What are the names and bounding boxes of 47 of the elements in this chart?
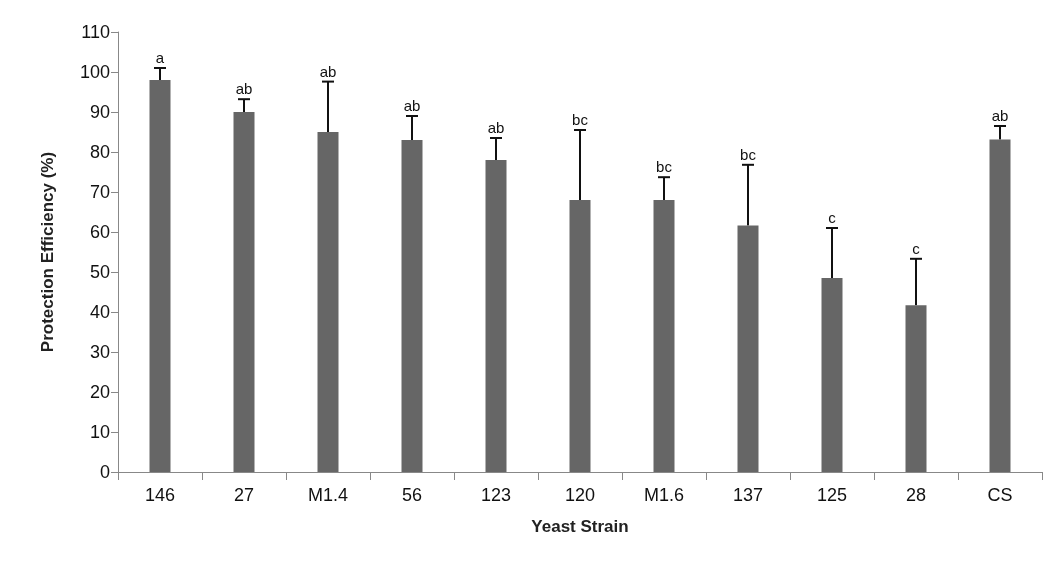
- x-tick-label: 125: [816, 485, 848, 505]
- annotation: ab: [235, 80, 253, 98]
- x-tick-label: CS: [987, 485, 1013, 505]
- y-tick-label: 40: [89, 302, 110, 322]
- annotation: a: [155, 49, 165, 66]
- y-tick-label: 80: [89, 142, 110, 162]
- x-tick-label: 123: [480, 485, 512, 505]
- bar: [737, 225, 759, 472]
- y-tick-label: 10: [89, 422, 110, 442]
- bar: [401, 140, 423, 472]
- annotation: bc: [740, 145, 757, 163]
- y-tick-label: 90: [89, 102, 110, 122]
- annotation: ab: [991, 107, 1009, 124]
- bar: [485, 160, 507, 472]
- y-tick-label: 110: [81, 22, 110, 42]
- bar: [653, 200, 675, 472]
- y-tick-label: 50: [89, 262, 110, 282]
- bar: [821, 278, 843, 472]
- y-tick-label: 60: [89, 222, 110, 242]
- y-axis-title: Protection Efficiency (%): [38, 151, 57, 353]
- x-tick-label: 27: [233, 485, 255, 505]
- y-tick-label: 30: [89, 342, 110, 362]
- x-tick-label: 56: [401, 485, 423, 505]
- x-tick-label: 120: [564, 485, 596, 505]
- annotation: ab: [403, 97, 421, 114]
- bar: [233, 112, 255, 472]
- annotation: bc: [656, 158, 673, 176]
- annotation: bc: [572, 111, 589, 128]
- x-axis-title: Yeast Strain: [531, 517, 629, 536]
- x-tick-label: 146: [144, 485, 176, 505]
- y-tick-label: 70: [89, 182, 110, 202]
- bar: [989, 139, 1011, 472]
- bar: [569, 200, 591, 472]
- annotation: ab: [487, 119, 505, 136]
- x-tick-label: 28: [905, 485, 927, 505]
- x-tick-label: 137: [732, 485, 764, 505]
- annotation: c: [828, 209, 837, 226]
- annotation: ab: [319, 62, 337, 80]
- bar: [317, 132, 339, 472]
- y-tick-label: 100: [79, 62, 110, 82]
- x-tick-label: M1.6: [643, 485, 685, 505]
- annotation: c: [912, 239, 921, 257]
- y-tick-label: 0: [99, 462, 110, 482]
- bar: [149, 80, 171, 472]
- y-tick-label: 20: [89, 382, 110, 402]
- x-tick-label: M1.4: [307, 485, 349, 505]
- bar: [905, 305, 927, 472]
